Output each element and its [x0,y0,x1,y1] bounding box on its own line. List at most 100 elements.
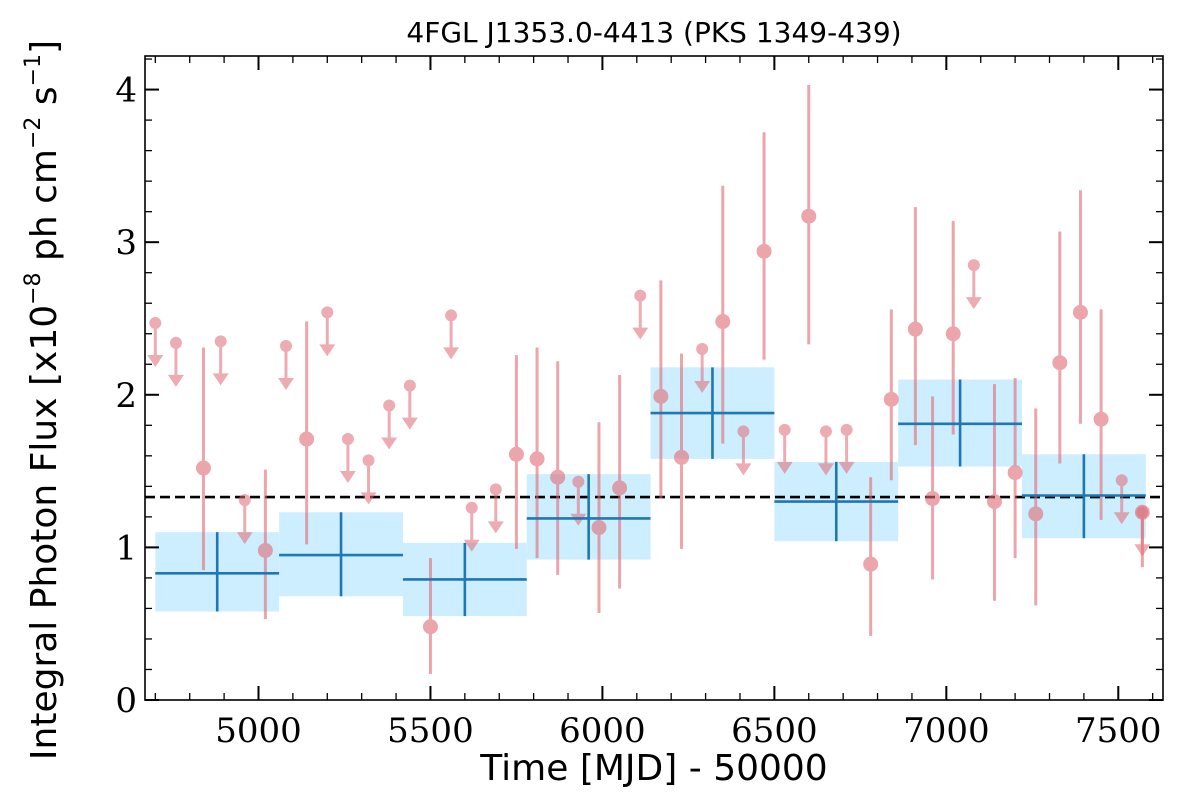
detection-marker-20 [1007,465,1023,481]
detection-point-20 [1007,378,1023,559]
upper-limit-arrow-8 [381,437,398,450]
detection-marker-8 [612,480,628,496]
upper-limit-20 [965,259,982,310]
detection-point-21 [1028,408,1044,606]
detection-marker-15 [883,391,899,407]
plot-area [145,84,1163,675]
detection-marker-2 [299,431,315,447]
upper-limit-arrow-19 [838,461,855,474]
upper-limit-cap-0 [149,317,162,330]
upper-limit-21 [1113,474,1130,525]
detection-point-2 [299,321,315,545]
upper-limit-cap-1 [169,336,182,349]
x-tick-label-2: 6000 [559,711,646,751]
detection-marker-13 [801,208,817,224]
detection-marker-0 [195,460,211,476]
upper-limit-11 [463,501,480,552]
upper-limit-18 [817,425,834,476]
detection-point-17 [925,396,941,580]
upper-limit-cap-6 [341,433,354,446]
upper-limit-0 [147,317,164,368]
upper-limit-arrow-17 [776,461,793,474]
detection-point-11 [715,185,731,444]
detection-marker-21 [1028,506,1044,522]
upper-limit-5 [319,306,336,357]
upper-limit-arrow-1 [167,374,184,387]
upper-limit-cap-13 [572,475,585,488]
y-tick-label-4: 4 [115,71,137,111]
detection-point-14 [863,477,879,636]
upper-limit-cap-4 [280,339,293,352]
upper-limit-8 [381,399,398,450]
upper-limit-arrow-12 [487,521,504,534]
detection-marker-3 [422,619,438,635]
upper-limit-arrow-3 [236,532,253,545]
upper-limit-arrow-6 [339,471,356,484]
upper-limit-cap-8 [383,399,396,412]
binned-flux-boxes [155,367,1146,617]
detection-point-0 [195,347,211,571]
upper-limit-arrow-5 [319,344,336,357]
upper-limit-arrow-18 [817,463,834,476]
detection-marker-10 [674,449,690,465]
upper-limit-6 [339,433,356,484]
y-tick-label-3: 3 [115,223,137,263]
upper-limit-9 [401,379,418,430]
upper-limit-cap-20 [967,259,980,272]
detection-marker-16 [907,321,923,337]
upper-limit-16 [735,425,752,476]
upper-limit-cap-5 [321,306,334,319]
upper-limit-arrow-9 [401,417,418,430]
chart-title: 4FGL J1353.0-4413 (PKS 1349-439) [406,16,901,49]
detection-marker-1 [257,542,273,558]
x-tick-label-1: 5500 [387,711,474,751]
upper-limit-cap-15 [696,343,709,356]
detection-point-22 [1052,231,1068,464]
binned-flux-crosses [155,367,1146,617]
upper-limit-2 [212,335,229,386]
detection-point-18 [945,220,961,435]
upper-limit-arrow-15 [694,381,711,394]
upper-limit-19 [838,423,855,474]
upper-limit-cap-7 [362,454,375,467]
detection-point-23 [1072,190,1088,424]
upper-limit-1 [167,336,184,387]
y-tick-label-2: 2 [115,376,137,416]
detection-point-8 [612,374,628,589]
detection-marker-9 [653,388,669,404]
upper-limit-cap-18 [819,425,832,438]
y-axis-label: Integral Photon Flux [x10−8 ph cm−2 s−1] [21,40,65,760]
detection-point-19 [986,384,1002,601]
upper-limit-12 [487,483,504,534]
upper-limit-cap-19 [840,423,853,436]
detection-marker-23 [1072,304,1088,320]
y-label-part-4: ] [24,40,65,54]
upper-limit-4 [278,339,295,390]
upper-limit-17 [776,423,793,474]
detection-marker-11 [715,314,731,330]
detection-marker-24 [1093,411,1109,427]
upper-limit-15 [694,343,711,394]
detection-marker-12 [756,243,772,259]
x-tick-label-0: 5000 [215,711,302,751]
y-label-part-1: Integral Photon Flux [x10 [24,305,65,760]
detection-marker-5 [529,451,545,467]
x-tick-label-5: 7500 [1075,711,1162,751]
upper-limit-10 [443,309,460,360]
x-tick-label-3: 6500 [731,711,818,751]
detection-point-3 [422,558,438,675]
y-label-part-2: ph cm [24,149,65,272]
detection-marker-14 [863,556,879,572]
upper-limit-arrow-16 [735,463,752,476]
upper-limit-arrow-2 [212,373,229,386]
detection-point-15 [883,309,899,481]
x-tick-label-4: 7000 [903,711,990,751]
detection-point-6 [550,361,566,575]
upper-limit-arrow-11 [463,539,480,552]
upper-limit-22 [1134,506,1151,557]
upper-limit-cap-14 [634,289,647,302]
detection-marker-22 [1052,355,1068,371]
detection-point-1 [257,469,273,620]
upper-limit-7 [360,454,377,505]
